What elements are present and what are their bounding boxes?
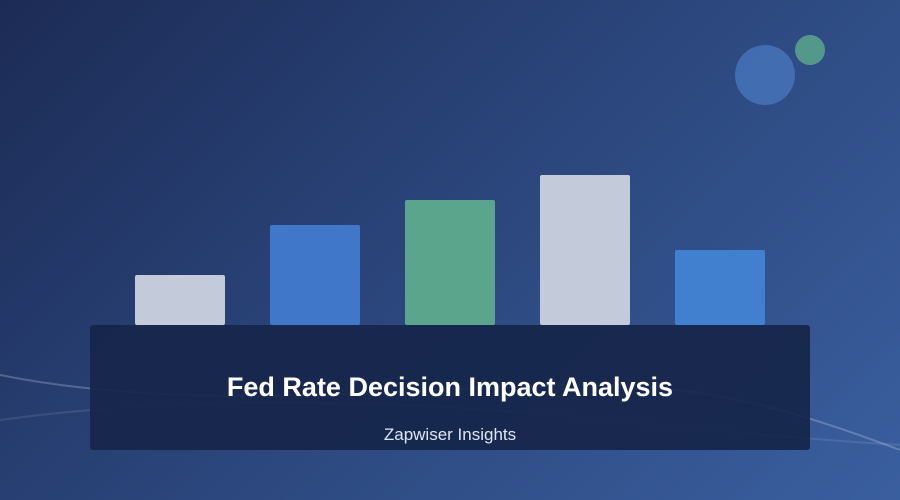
page-title: Fed Rate Decision Impact Analysis [226,372,674,402]
page-subtitle: Zapwiser Insights [383,425,517,444]
chart-bar-4 [540,175,630,325]
chart-bar-3 [405,200,495,325]
chart-bar-2 [270,225,360,325]
decorative-circle-large [735,45,795,105]
decorative-circle-small [795,35,825,65]
title-panel: Fed Rate Decision Impact Analysis Zapwis… [90,325,810,450]
chart-bar-5 [675,250,765,325]
chart-bar-1 [135,275,225,325]
